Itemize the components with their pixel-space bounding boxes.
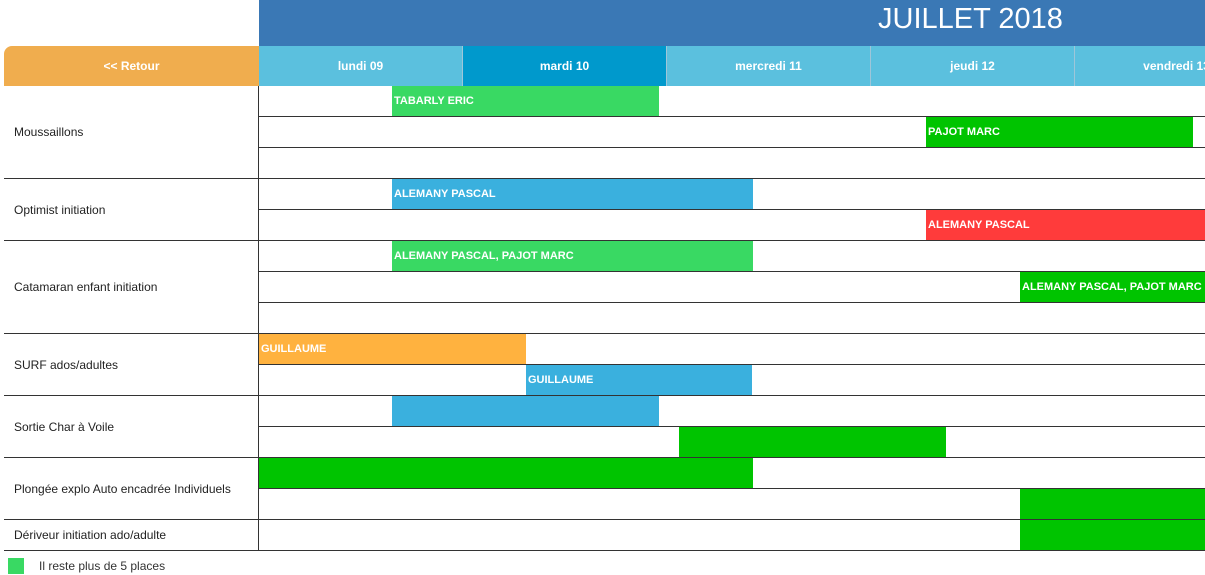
booking-bar[interactable]: ALEMANY PASCAL, PAJOT MARC: [392, 241, 753, 271]
timeline-row: ALEMANY PASCAL: [259, 179, 1205, 210]
timeline-row: GUILLAUME: [259, 365, 1205, 396]
month-header: JUILLET 2018: [259, 0, 1205, 46]
booking-bar[interactable]: [1020, 489, 1205, 519]
activity-label: Dériveur initiation ado/adulte: [4, 520, 259, 550]
legend-text: Il reste plus de 5 places: [39, 559, 166, 573]
booking-bar[interactable]: [259, 458, 753, 488]
timeline-row: ALEMANY PASCAL, PAJOT MARC: [259, 241, 1205, 272]
timeline-row: [259, 427, 1205, 458]
day-header[interactable]: lundi 09: [259, 46, 463, 86]
booking-bar[interactable]: [679, 427, 946, 457]
activity-block: Catamaran enfant initiation ALEMANY PASCA…: [4, 241, 1205, 334]
booking-bar[interactable]: [392, 396, 659, 426]
timeline-row: [259, 520, 1205, 551]
legend: Il reste plus de 5 places: [8, 558, 165, 574]
timeline-row: [259, 396, 1205, 427]
back-button[interactable]: << Retour: [4, 46, 259, 86]
booking-bar[interactable]: TABARLY ERIC: [392, 86, 659, 116]
activity-label: Catamaran enfant initiation: [4, 241, 259, 333]
activity-block: Optimist initiation ALEMANY PASCAL ALEMANY…: [4, 179, 1205, 241]
month-title: JUILLET 2018: [878, 3, 1063, 35]
booking-bar[interactable]: PAJOT MARC: [926, 117, 1193, 147]
schedule-grid: Moussaillons TABARLY ERIC PAJOT MARC Optimi…: [0, 86, 1205, 551]
activity-label: Sortie Char à Voile: [4, 396, 259, 457]
activity-label: SURF ados/adultes: [4, 334, 259, 395]
booking-bar[interactable]: GUILLAUME: [259, 334, 526, 364]
activity-block: Dériveur initiation ado/adulte: [4, 520, 1205, 551]
booking-bar[interactable]: ALEMANY PASCAL, PAJOT MARC: [1020, 272, 1205, 302]
booking-bar[interactable]: GUILLAUME: [526, 365, 752, 395]
activity-label: Moussaillons: [4, 86, 259, 178]
booking-bar[interactable]: ALEMANY PASCAL: [392, 179, 753, 209]
activity-block: Sortie Char à Voile: [4, 396, 1205, 458]
timeline-row: TABARLY ERIC: [259, 86, 1205, 117]
timeline-row: [259, 489, 1205, 520]
activity-label: Plongée explo Auto encadrée Individuels: [4, 458, 259, 519]
timeline-row: PAJOT MARC: [259, 117, 1205, 148]
timeline-row: ALEMANY PASCAL: [259, 210, 1205, 241]
timeline-row: [259, 458, 1205, 489]
legend-swatch: [8, 558, 24, 574]
day-headers: lundi 09 mardi 10 mercredi 11 jeudi 12 vendr…: [259, 46, 1205, 86]
activity-block: Plongée explo Auto encadrée Individuels: [4, 458, 1205, 520]
day-header[interactable]: mercredi 11: [667, 46, 871, 86]
timeline-row: [259, 148, 1205, 179]
timeline-row: GUILLAUME: [259, 334, 1205, 365]
activity-label: Optimist initiation: [4, 179, 259, 240]
activity-block: Moussaillons TABARLY ERIC PAJOT MARC: [4, 86, 1205, 179]
timeline-row: [259, 303, 1205, 334]
timeline-row: ALEMANY PASCAL, PAJOT MARC: [259, 272, 1205, 303]
day-header[interactable]: vendredi 13: [1075, 46, 1205, 86]
day-header[interactable]: jeudi 12: [871, 46, 1075, 86]
booking-bar[interactable]: ALEMANY PASCAL: [926, 210, 1205, 240]
activity-block: SURF ados/adultes GUILLAUME GUILLAUME: [4, 334, 1205, 396]
day-header[interactable]: mardi 10: [463, 46, 667, 86]
booking-bar[interactable]: [1020, 520, 1205, 550]
